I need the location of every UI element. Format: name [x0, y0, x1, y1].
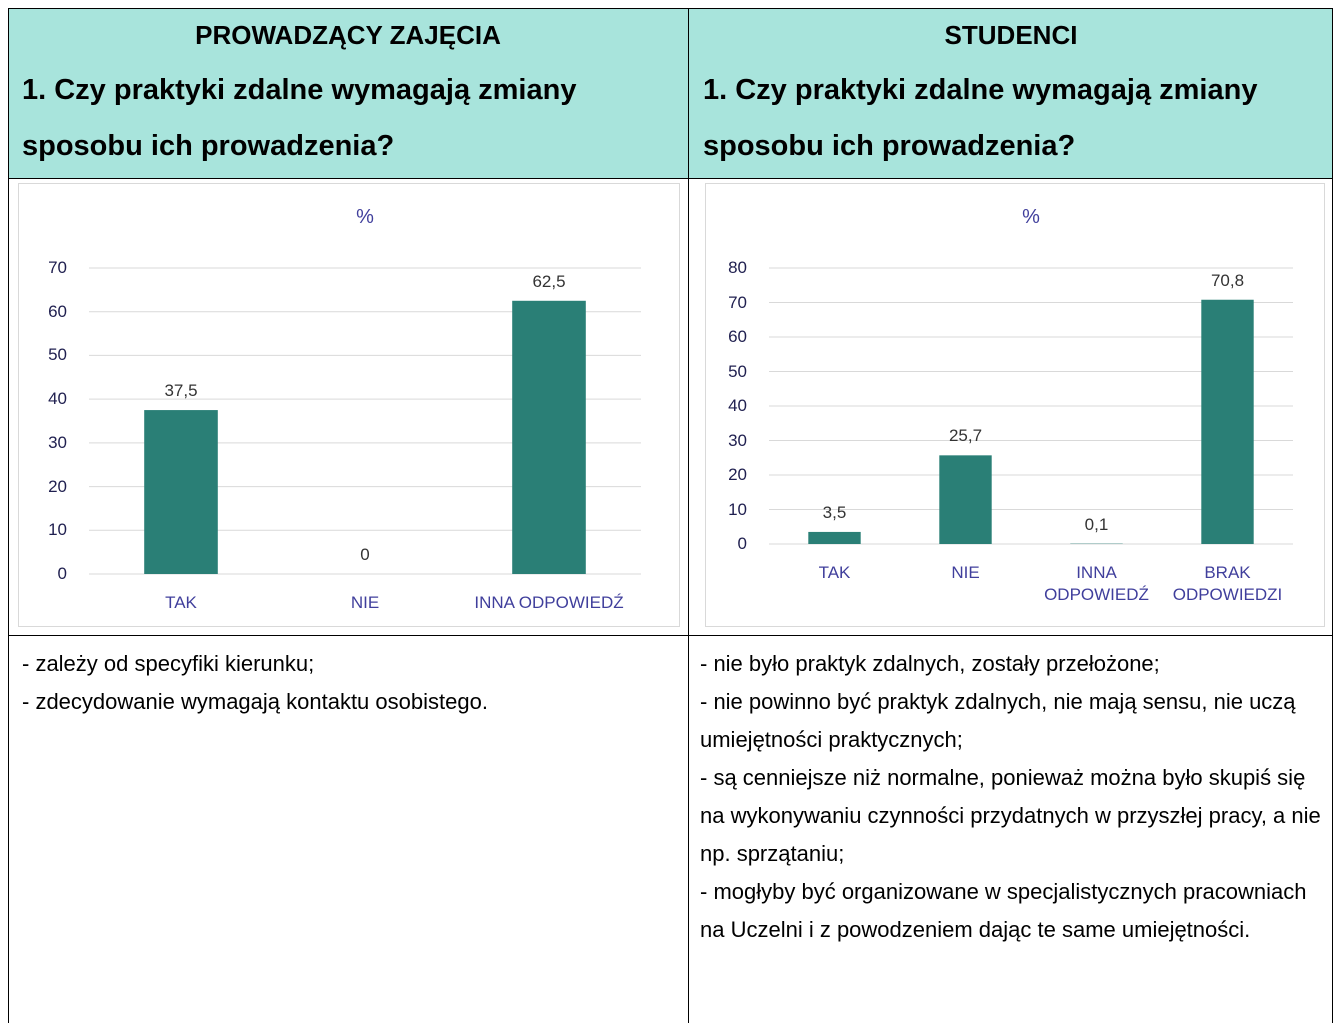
bar [939, 455, 992, 544]
column-header: STUDENCI [689, 8, 1333, 62]
y-tick-label: 10 [728, 499, 747, 519]
chart-title: % [356, 206, 374, 228]
chart: % 0 10 20 30 40 50 60 70 37,5 TAK 0 NIE 62,5 INNA ODPO… [18, 183, 680, 627]
comment-line: - zdecydowanie wymagają kontaktu osobist… [22, 689, 488, 714]
value-label: 37,5 [164, 381, 198, 401]
y-tick-label: 70 [48, 258, 67, 277]
x-tick-label: BRAK ODPOWIEDZI [1172, 563, 1283, 604]
y-tick-label: 10 [48, 520, 67, 540]
y-tick-label: 50 [728, 361, 747, 381]
value-label: 0,1 [1084, 514, 1109, 534]
value-label: 0 [360, 545, 370, 564]
y-tick-label: 80 [728, 258, 747, 277]
comment-line: - mogłyby być organizowane w specjalisty… [700, 879, 1307, 942]
y-tick-label: 0 [57, 564, 67, 583]
y-tick-label: 50 [48, 345, 67, 365]
y-tick-label: 20 [48, 476, 67, 496]
y-tick-label: 40 [728, 396, 747, 415]
value-label: 70,8 [1210, 270, 1245, 290]
border [688, 8, 689, 1023]
border [8, 8, 9, 1023]
plot [89, 267, 641, 575]
x-tick-label: NIE [350, 593, 380, 612]
border [8, 8, 1333, 9]
comment-line: - nie było praktyk zdalnych, zostały prz… [700, 651, 1160, 676]
border [8, 635, 1333, 636]
y-tick-label: 60 [48, 301, 67, 321]
value-label: 3,5 [822, 502, 847, 522]
value-label: 62,5 [532, 271, 566, 291]
x-tick-label: TAK [165, 593, 197, 612]
y-tick-label: 20 [728, 465, 747, 484]
x-tick-label: INNA ODPOWIEDŹ [474, 593, 624, 612]
comments: - zależy od specyfiki kierunku; - zdecydo… [22, 645, 682, 1020]
chart: % 0 10 20 30 40 50 60 70 80 3,5 TAK 25,7 NIE 0,1 INNA O… [705, 183, 1325, 627]
y-tick-label: 30 [48, 432, 67, 452]
bar [808, 531, 861, 544]
y-tick-label: 30 [728, 430, 747, 450]
bar [512, 300, 586, 574]
comment-line: - zależy od specyfiki kierunku; [22, 651, 315, 676]
comment-line: - nie powinno być praktyk zdalnych, nie … [700, 689, 1296, 752]
bar [144, 410, 218, 574]
y-tick-label: 70 [728, 292, 747, 312]
x-tick-label: NIE [951, 563, 980, 582]
question: 1. Czy praktyki zdalne wymagają zmiany s… [8, 62, 688, 178]
column-header: PROWADZĄCY ZAJĘCIA [8, 8, 688, 62]
y-tick-label: 40 [48, 389, 67, 409]
chart-title: % [1022, 206, 1040, 228]
x-tick-label: INNA ODPOWIEDŹ [1044, 563, 1149, 604]
value-label: 25,7 [948, 426, 983, 446]
plot [769, 267, 1293, 545]
comments: - nie było praktyk zdalnych, zostały prz… [700, 645, 1328, 1020]
x-tick-label: TAK [818, 563, 851, 582]
y-tick-label: 60 [728, 327, 747, 346]
bar [1201, 299, 1254, 544]
comment-line: - są cenniejsze niż normalne, ponieważ m… [700, 765, 1321, 866]
border [8, 178, 1333, 179]
question: 1. Czy praktyki zdalne wymagają zmiany s… [689, 62, 1333, 178]
y-tick-label: 0 [737, 534, 747, 553]
